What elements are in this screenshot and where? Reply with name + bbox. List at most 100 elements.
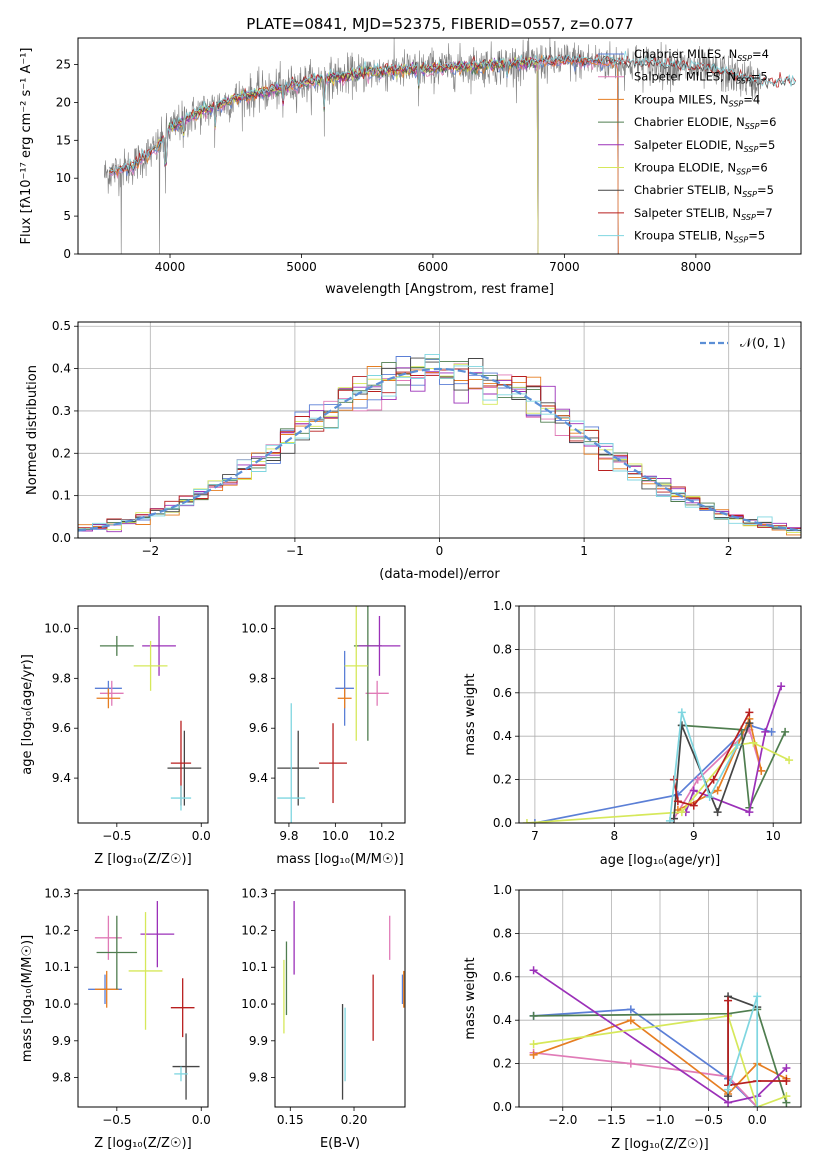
- y-tick-label: 25: [56, 58, 71, 72]
- y-tick-label: 0.4: [493, 729, 512, 743]
- y-tick-label: 0.5: [52, 319, 71, 333]
- x-tick-label: 7: [531, 829, 539, 843]
- weight-marker: [733, 740, 742, 749]
- weight-vs-metallicity-panel: −2.0 −1.5 −1.0 −0.5 0.0 0.0 0.2 0.4 0.6 0.8 1.0 Z […: [463, 883, 802, 1152]
- y-tick-label: 5: [63, 209, 71, 223]
- x-tick-label: 6000: [418, 260, 449, 274]
- legend-entry: Salpeter MILES, NSSP=5: [634, 70, 768, 86]
- y-tick-label: 10: [56, 171, 71, 185]
- y-tick-label: 9.9: [249, 1034, 268, 1048]
- plot-area: [283, 901, 405, 1100]
- x-tick-label: −0.5: [102, 829, 131, 843]
- legend-entry: Chabrier STELIB, NSSP=5: [634, 183, 774, 199]
- x-tick-label: 7000: [549, 260, 580, 274]
- y-tick-label: 10.1: [241, 960, 268, 974]
- legend-entry: Salpeter ELODIE, NSSP=5: [634, 138, 775, 154]
- weight-marker: [709, 775, 718, 784]
- x-axis-label: (data-model)/error: [379, 567, 500, 582]
- y-tick-label: 20: [56, 95, 71, 109]
- weight-marker: [745, 708, 754, 717]
- y-tick-label: 0.0: [493, 816, 512, 830]
- x-axis-label: age [log₁₀(age/yr)]: [600, 853, 721, 868]
- weight-marker: [782, 1076, 791, 1085]
- weight-marker: [782, 1092, 791, 1101]
- x-tick-label: −1.5: [597, 1113, 626, 1127]
- weight-line-chabrier-elodie: [533, 1008, 788, 1103]
- weight-marker: [749, 738, 758, 747]
- plot-area: [78, 353, 801, 537]
- axes-frame: [518, 605, 802, 824]
- weight-line-salpeter-elodie: [533, 969, 787, 1104]
- y-tick-label: 0.3: [52, 404, 71, 418]
- legend-entry: Kroupa MILES, NSSP=4: [634, 92, 760, 108]
- weight-marker: [777, 682, 786, 691]
- y-axis-label: Normed distribution: [25, 365, 40, 495]
- gaussian-reference-curve: [78, 367, 801, 532]
- x-tick-label: 8000: [681, 260, 712, 274]
- axes-frame: [77, 605, 209, 824]
- weight-marker: [753, 1103, 762, 1107]
- x-axis-label: Z [log₁₀(Z/Z☉)]: [94, 852, 191, 867]
- axes-frame: [274, 605, 406, 824]
- weight-marker: [626, 1016, 635, 1025]
- x-tick-label: 0.0: [748, 1113, 767, 1127]
- y-tick-label: 9.4: [52, 771, 71, 785]
- weight-line-chabrier-miles: [534, 724, 772, 823]
- plot-area: [522, 682, 794, 823]
- y-tick-label: 1.0: [493, 599, 512, 613]
- y-tick-label: 9.8: [249, 1071, 268, 1085]
- y-tick-label: 15: [56, 133, 71, 147]
- x-tick-label: 0: [436, 544, 444, 558]
- x-tick-label: 2: [725, 544, 733, 558]
- x-axis-label: Z [log₁₀(Z/Z☉)]: [611, 1137, 708, 1152]
- x-tick-label: 0.0: [192, 829, 211, 843]
- plot-area: [529, 966, 791, 1107]
- weight-marker: [745, 808, 754, 817]
- y-tick-label: 0.4: [52, 362, 71, 376]
- y-tick-label: 10.0: [44, 997, 71, 1011]
- y-axis-label: mass weight: [463, 673, 478, 755]
- legend-entry: Kroupa ELODIE, NSSP=6: [634, 161, 768, 177]
- y-axis-label: age [log₁₀(age/yr)]: [20, 654, 35, 775]
- x-axis-label: wavelength [Angstrom, rest frame]: [325, 282, 554, 297]
- x-tick-label: −0.5: [102, 1113, 131, 1127]
- mass-vs-ebv-panel: 0.15 0.20 9.8 9.9 10.0 10.1 10.2 10.3 E(B-V): [241, 887, 406, 1151]
- y-tick-label: 9.8: [249, 671, 268, 685]
- x-tick-label: 5000: [286, 260, 317, 274]
- residuals-panel: −2 −1 0 1 2 0.0 0.1 0.2 0.3 0.4 0.5 (data-model)/er…: [25, 319, 802, 582]
- x-axis-label: Z [log₁₀(Z/Z☉)]: [94, 1136, 191, 1151]
- y-tick-label: 10.2: [44, 923, 71, 937]
- model-spectrum-kroupa-stelib: [109, 50, 796, 173]
- y-tick-label: 0.0: [52, 531, 71, 545]
- residual-histogram-kroupa-stelib: [78, 353, 801, 535]
- weight-marker: [757, 766, 766, 775]
- weight-marker: [530, 819, 539, 823]
- y-tick-label: 9.8: [52, 671, 71, 685]
- weight-vs-age-panel: 7 8 9 10 0.0 0.2 0.4 0.6 0.8 1.0 age [log₁₀(age/yr…: [463, 599, 802, 868]
- y-tick-label: 0.8: [493, 926, 512, 940]
- y-tick-label: 9.6: [52, 721, 71, 735]
- axes-frame: [77, 37, 802, 255]
- weight-line-salpeter-miles: [673, 728, 763, 820]
- x-tick-label: 0.20: [341, 1113, 368, 1127]
- weight-marker: [689, 786, 698, 795]
- axes-frame: [77, 889, 209, 1108]
- weight-marker: [785, 756, 794, 765]
- y-tick-label: 0.1: [52, 489, 71, 503]
- plot-area: [88, 901, 200, 1100]
- y-tick-label: 0: [63, 247, 71, 261]
- y-tick-label: 9.4: [249, 771, 268, 785]
- x-tick-label: 10.2: [368, 829, 395, 843]
- x-tick-label: 9.8: [279, 829, 298, 843]
- weight-marker: [689, 801, 698, 810]
- spectrum-legend: Chabrier MILES, NSSP=4 Salpeter MILES, NS…: [598, 47, 776, 245]
- weight-marker: [724, 996, 733, 1005]
- y-tick-label: 0.2: [493, 773, 512, 787]
- y-tick-label: 9.8: [52, 1071, 71, 1085]
- weight-marker: [782, 1063, 791, 1072]
- weight-marker: [673, 797, 682, 806]
- x-tick-label: −1.0: [645, 1113, 674, 1127]
- x-tick-label: 0.15: [277, 1113, 304, 1127]
- x-tick-label: 4000: [155, 260, 186, 274]
- x-tick-label: 0.0: [192, 1113, 211, 1127]
